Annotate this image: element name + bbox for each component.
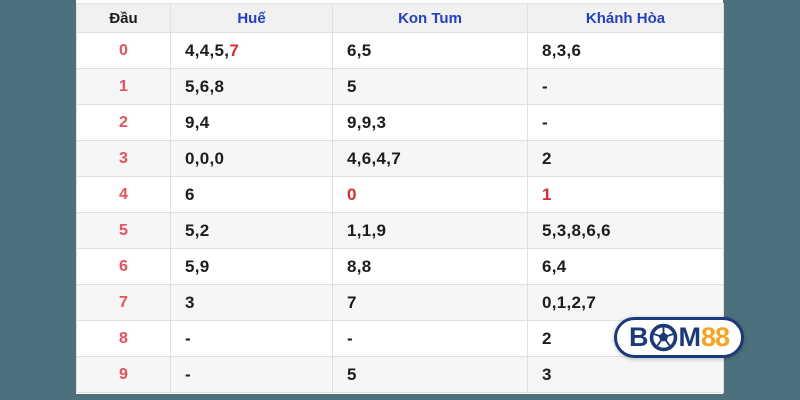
- highlighted-digit: 1: [542, 184, 552, 204]
- result-digits-cell: 2: [527, 140, 724, 177]
- result-digits: 9,9,3: [347, 112, 387, 132]
- column-header-kon-tum: Kon Tum: [332, 3, 528, 33]
- head-digit-cell: 9: [76, 356, 171, 393]
- result-digits-cell: 6,4: [527, 248, 724, 285]
- result-digits-cell: 5,2: [170, 212, 333, 249]
- result-digits: -: [185, 328, 191, 348]
- head-digit-cell: 0: [76, 32, 171, 69]
- column-header-hue: Huế: [170, 3, 333, 33]
- result-digits: 5,3,8,6,6: [542, 220, 611, 240]
- table-row: 5 5,2 1,1,9 5,3,8,6,6: [76, 212, 724, 249]
- head-digit-cell: 3: [76, 140, 171, 177]
- result-digits-cell: 5: [332, 356, 528, 393]
- highlighted-digit: 0: [347, 184, 357, 204]
- result-digits: 2: [542, 328, 552, 348]
- column-header-dau: Đầu: [76, 3, 171, 33]
- logo-letter-b: B: [629, 322, 648, 352]
- head-digit-cell: 1: [76, 68, 171, 105]
- result-digits-cell: 5: [332, 68, 528, 105]
- table-row: 9- 5 3: [76, 356, 724, 393]
- result-digits-cell: 0,0,0: [170, 140, 333, 177]
- result-digits-cell: -: [527, 104, 724, 141]
- table-row: 6 5,9 8,8 6,4: [76, 248, 724, 285]
- result-digits-cell: 8,8: [332, 248, 528, 285]
- table-row: 7 3 7 0,1,2,7: [76, 284, 724, 321]
- result-digits-cell: 0,1,2,7: [527, 284, 724, 321]
- head-digit-cell: 5: [76, 212, 171, 249]
- result-digits: 1,1,9: [347, 220, 387, 240]
- result-digits: 0,0,0: [185, 148, 225, 168]
- result-digits: 6,4: [542, 256, 567, 276]
- result-digits-cell: 5,9: [170, 248, 333, 285]
- result-digits: 8,3,6: [542, 40, 582, 60]
- result-digits: 7: [347, 292, 357, 312]
- result-digits: 5: [347, 364, 357, 384]
- result-digits: 8,8: [347, 256, 372, 276]
- result-digits: 6: [185, 184, 195, 204]
- head-digit-cell: 7: [76, 284, 171, 321]
- result-digits-cell: 4,4,5,7: [170, 32, 333, 69]
- soccer-ball-icon: [649, 323, 678, 352]
- result-digits-cell: 8,3,6: [527, 32, 724, 69]
- result-digits: -: [542, 76, 548, 96]
- result-digits: 0,1,2,7: [542, 292, 597, 312]
- head-digit-cell: 2: [76, 104, 171, 141]
- result-digits: 2: [542, 148, 552, 168]
- result-digits: 5,9: [185, 256, 210, 276]
- result-digits: -: [347, 328, 353, 348]
- result-digits-cell: 9,4: [170, 104, 333, 141]
- result-digits-cell: 4,6,4,7: [332, 140, 528, 177]
- result-digits-cell: 3: [170, 284, 333, 321]
- result-digits-cell: -: [170, 320, 333, 357]
- result-digits: 4,6,4,7: [347, 148, 402, 168]
- result-digits-cell: -: [332, 320, 528, 357]
- result-digits-cell: 5,6,8: [170, 68, 333, 105]
- logo-letter-m: M: [678, 322, 701, 352]
- result-digits: 3: [185, 292, 195, 312]
- head-digit-cell: 4: [76, 176, 171, 213]
- bom88-logo: B M 88: [614, 317, 745, 358]
- result-digits: 5: [347, 76, 357, 96]
- result-digits-cell: 6: [170, 176, 333, 213]
- result-digits: 5,2: [185, 220, 210, 240]
- result-digits-cell: 9,9,3: [332, 104, 528, 141]
- table-row: 0 4,4,5,7 6,5 8,3,6: [76, 32, 724, 69]
- result-digits-cell: 1: [527, 176, 724, 213]
- result-digits-cell: 7: [332, 284, 528, 321]
- head-digit-cell: 6: [76, 248, 171, 285]
- result-digits: 4,4,5,: [185, 40, 230, 60]
- result-digits-cell: 0: [332, 176, 528, 213]
- result-digits-cell: -: [170, 356, 333, 393]
- table-row: 1 5,6,8 5 -: [76, 68, 724, 105]
- result-digits-cell: 1,1,9: [332, 212, 528, 249]
- head-digit-cell: 8: [76, 320, 171, 357]
- result-digits: 3: [542, 364, 552, 384]
- highlighted-digit: 7: [229, 40, 240, 60]
- result-digits-cell: -: [527, 68, 724, 105]
- table-header-row: Đầu Huế Kon Tum Khánh Hòa: [76, 3, 724, 33]
- result-digits: 5,6,8: [185, 76, 225, 96]
- result-digits: 9,4: [185, 112, 210, 132]
- result-digits-cell: 3: [527, 356, 724, 393]
- table-row: 2 9,4 9,9,3 -: [76, 104, 724, 141]
- column-header-khanh-hoa: Khánh Hòa: [527, 3, 724, 33]
- logo-number-88: 88: [701, 322, 730, 352]
- table-row: 3 0,0,0 4,6,4,7 2: [76, 140, 724, 177]
- result-digits-cell: 6,5: [332, 32, 528, 69]
- result-digits: -: [185, 364, 191, 384]
- result-digits: 6,5: [347, 40, 372, 60]
- result-digits-cell: 5,3,8,6,6: [527, 212, 724, 249]
- result-digits: -: [542, 112, 548, 132]
